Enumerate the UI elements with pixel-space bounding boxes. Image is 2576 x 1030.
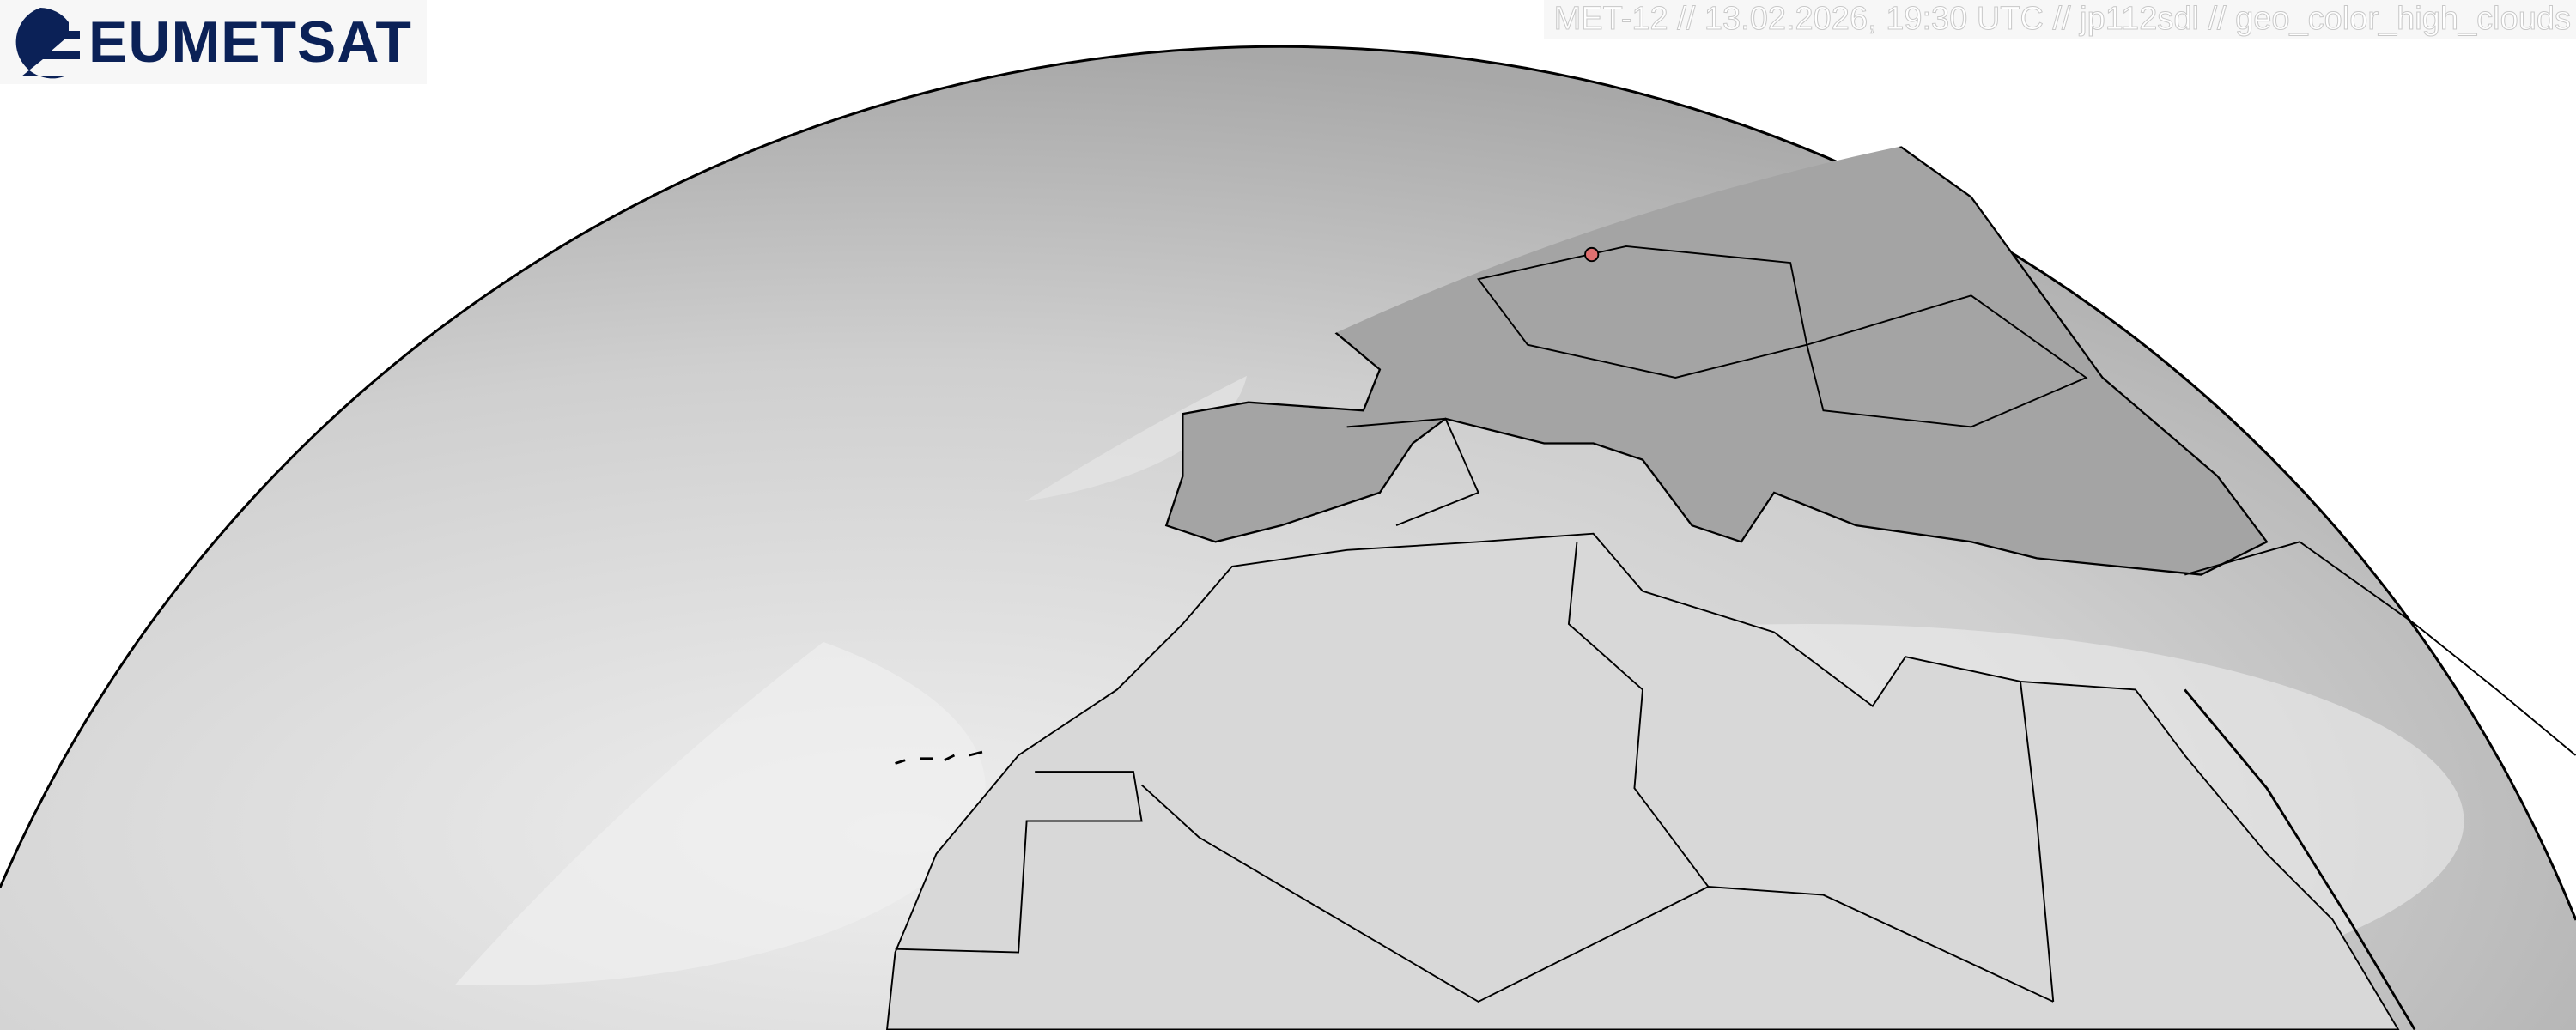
country-border [895, 771, 1143, 954]
country-border [2184, 541, 2576, 756]
earth-limb [0, 45, 2576, 921]
image-caption: MET-12 // 13.02.2026, 19:30 UTC // jp112… [1543, 0, 2576, 39]
country-border [1567, 542, 1710, 888]
logo-text: EUMETSAT [88, 9, 412, 75]
africa-land [885, 532, 2400, 1030]
location-marker[interactable] [1584, 246, 1600, 263]
country-border [1806, 294, 2088, 428]
eumetsat-globe-icon [15, 8, 80, 79]
country-border [1140, 784, 2054, 1003]
canary-islands [895, 750, 983, 765]
red-sea-coast [2184, 688, 2416, 1030]
country-border [1346, 417, 1479, 527]
country-border [2020, 681, 2055, 1003]
eumetsat-logo: EUMETSAT [0, 0, 427, 84]
